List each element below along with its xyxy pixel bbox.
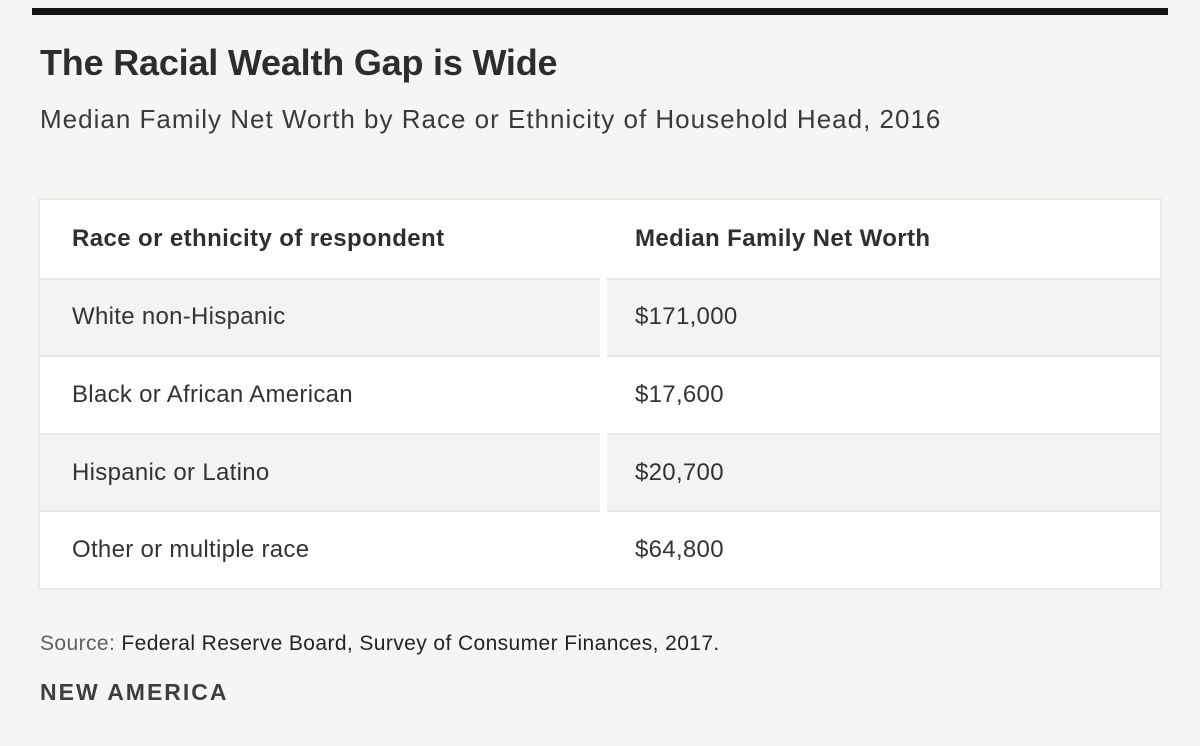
table-row-value: $20,700: [607, 432, 1160, 511]
table-row-label: Hispanic or Latino: [40, 432, 600, 511]
column-gutter: [600, 200, 607, 278]
table-row-label: White non-Hispanic: [40, 277, 600, 356]
source-label: Source:: [40, 632, 116, 655]
table-header-race: Race or ethnicity of respondent: [40, 200, 600, 278]
table-header-networth: Median Family Net Worth: [607, 200, 1160, 278]
column-gutter: [600, 510, 607, 588]
page-subtitle: Median Family Net Worth by Race or Ethni…: [40, 104, 942, 134]
net-worth-table: Race or ethnicity of respondent Median F…: [38, 198, 1162, 590]
table-row-value: $17,600: [607, 355, 1160, 433]
table-row-value: $171,000: [607, 277, 1160, 356]
column-gutter: [600, 432, 607, 511]
source-citation: Federal Reserve Board, Survey of Consume…: [115, 632, 720, 655]
top-accent-bar: [32, 8, 1168, 15]
table-row-label: Black or African American: [40, 355, 600, 433]
table-row-label: Other or multiple race: [40, 510, 600, 588]
column-gutter: [600, 355, 607, 433]
table-row-value: $64,800: [607, 510, 1160, 588]
new-america-logo: NEW AMERICA: [40, 679, 229, 705]
source-line: Source: Federal Reserve Board, Survey of…: [40, 632, 720, 656]
page-title: The Racial Wealth Gap is Wide: [40, 42, 558, 83]
column-gutter: [600, 277, 607, 356]
